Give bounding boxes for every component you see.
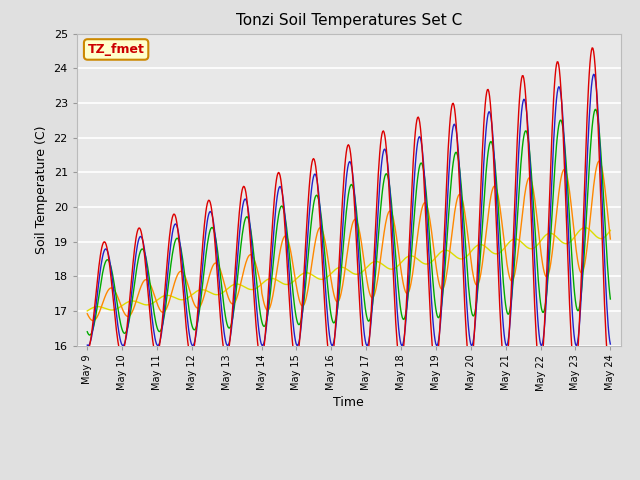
X-axis label: Time: Time <box>333 396 364 409</box>
Title: Tonzi Soil Temperatures Set C: Tonzi Soil Temperatures Set C <box>236 13 462 28</box>
Text: TZ_fmet: TZ_fmet <box>88 43 145 56</box>
Y-axis label: Soil Temperature (C): Soil Temperature (C) <box>35 125 48 254</box>
Legend: -2cm, -4cm, -8cm, -16cm, -32cm: -2cm, -4cm, -8cm, -16cm, -32cm <box>160 479 538 480</box>
